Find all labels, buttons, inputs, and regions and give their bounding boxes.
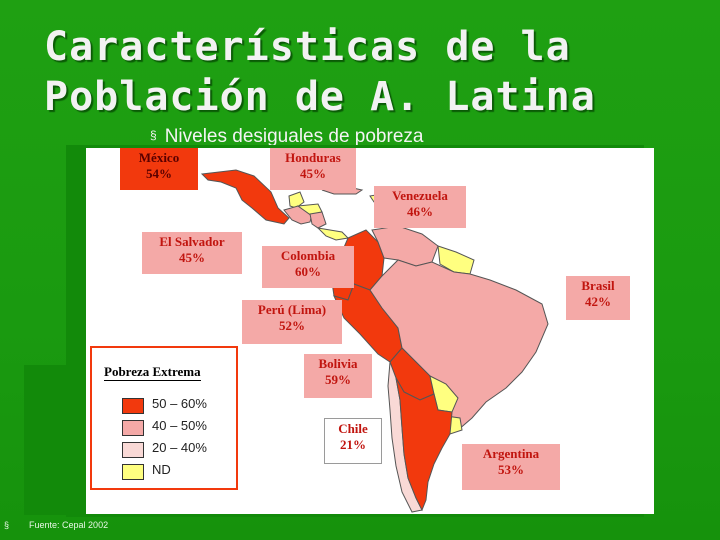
panel-shadow-lower [24, 365, 94, 515]
legend-label-20-40: 20 – 40% [152, 440, 207, 455]
label-bolivia-name: Bolivia [318, 356, 358, 371]
footer-bullet-icon: § [4, 520, 10, 530]
map-region-panama [316, 227, 350, 241]
label-bolivia-value: 59% [325, 372, 351, 387]
source-text: Fuente: Cepal 2002 [29, 520, 109, 530]
legend-swatch-50-60 [122, 398, 144, 414]
label-argentina-name: Argentina [482, 446, 540, 461]
label-colombia: Colombia 60% [262, 246, 354, 288]
title-line-1: Características de la [44, 24, 571, 70]
label-venezuela: Venezuela 46% [374, 186, 466, 228]
map-legend: Pobreza Extrema 50 – 60% 40 – 50% 20 – 4… [90, 346, 238, 490]
label-colombia-name: Colombia [280, 248, 336, 263]
label-peru-value: 52% [279, 318, 305, 333]
legend-title: Pobreza Extrema [104, 364, 201, 381]
map-svg [200, 169, 549, 513]
legend-item-40-50: 40 – 50% [122, 418, 232, 436]
map-region-nicaragua [309, 211, 327, 229]
label-mexico-name: México [138, 150, 180, 165]
label-honduras: Honduras 45% [270, 148, 356, 190]
map-region-argentina [395, 377, 453, 512]
legend-label-50-60: 50 – 60% [152, 396, 207, 411]
legend-swatch-20-40 [122, 442, 144, 458]
label-brasil-name: Brasil [581, 278, 615, 293]
label-mexico: México 54% [120, 148, 198, 190]
label-chile: Chile 21% [324, 418, 382, 464]
legend-label-40-50: 40 – 50% [152, 418, 207, 433]
map-region-yucatan [288, 191, 305, 209]
label-venezuela-value: 46% [407, 204, 433, 219]
legend-swatch-nd [122, 464, 144, 480]
label-peru-name: Perú (Lima) [257, 302, 327, 317]
label-el-salvador: El Salvador 45% [142, 232, 242, 274]
legend-item-50-60: 50 – 60% [122, 396, 232, 414]
label-honduras-name: Honduras [285, 150, 341, 165]
label-chile-value: 21% [340, 437, 366, 452]
slide-title: Características de la Población de A. La… [44, 22, 596, 122]
source-footnote: § Fuente: Cepal 2002 [4, 520, 108, 530]
label-venezuela-name: Venezuela [392, 188, 448, 203]
subtitle-text: Niveles desiguales de pobreza [164, 126, 424, 147]
title-line-2: Población de A. Latina [44, 74, 596, 120]
label-brasil-value: 42% [585, 294, 611, 309]
legend-label-nd: ND [152, 462, 171, 477]
label-colombia-value: 60% [295, 264, 321, 279]
bullet-icon: § [150, 128, 157, 142]
label-chile-name: Chile [338, 421, 368, 436]
label-brasil: Brasil 42% [566, 276, 630, 320]
latin-america-poverty-map: México 54% Honduras 45% Venezuela 46% El… [86, 148, 654, 514]
label-el-salvador-name: El Salvador [159, 234, 225, 249]
label-honduras-value: 45% [300, 166, 326, 181]
label-mexico-value: 54% [146, 166, 172, 181]
label-argentina: Argentina 53% [462, 444, 560, 490]
subtitle-bullet-point: § Niveles desiguales de pobreza [150, 126, 423, 148]
legend-item-nd: ND [122, 462, 232, 480]
map-region-mexico [200, 169, 290, 225]
label-argentina-value: 53% [498, 462, 524, 477]
label-peru: Perú (Lima) 52% [242, 300, 342, 344]
label-el-salvador-value: 45% [179, 250, 205, 265]
label-bolivia: Bolivia 59% [304, 354, 372, 398]
legend-item-20-40: 20 – 40% [122, 440, 232, 458]
legend-swatch-40-50 [122, 420, 144, 436]
